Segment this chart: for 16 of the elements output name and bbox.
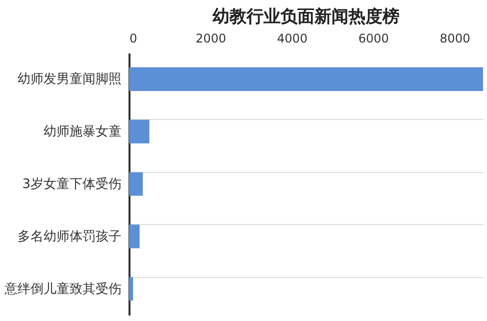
bar	[129, 120, 150, 144]
bar	[129, 277, 134, 301]
y-tick-label: 多名幼师体罚孩子	[18, 229, 122, 244]
y-tick-label: 幼师施暴女童	[44, 124, 122, 140]
x-tick-label: 4000	[276, 32, 308, 46]
bar	[129, 67, 483, 91]
chart-title: 幼教行业负面新闻热度榜	[212, 7, 400, 27]
bar	[129, 172, 143, 196]
y-tick-label: 3岁女童下体受伤	[22, 176, 122, 192]
x-tick-label: 8000	[440, 32, 470, 46]
x-tick-label: 0	[130, 32, 138, 46]
y-tick-label: 意绊倒儿童致其受伤	[4, 280, 122, 297]
x-tick-label: 6000	[358, 32, 389, 46]
bar	[129, 224, 140, 248]
x-tick-label: 2000	[196, 32, 226, 46]
y-tick-label: 幼师发男童闻脚照	[18, 71, 122, 88]
